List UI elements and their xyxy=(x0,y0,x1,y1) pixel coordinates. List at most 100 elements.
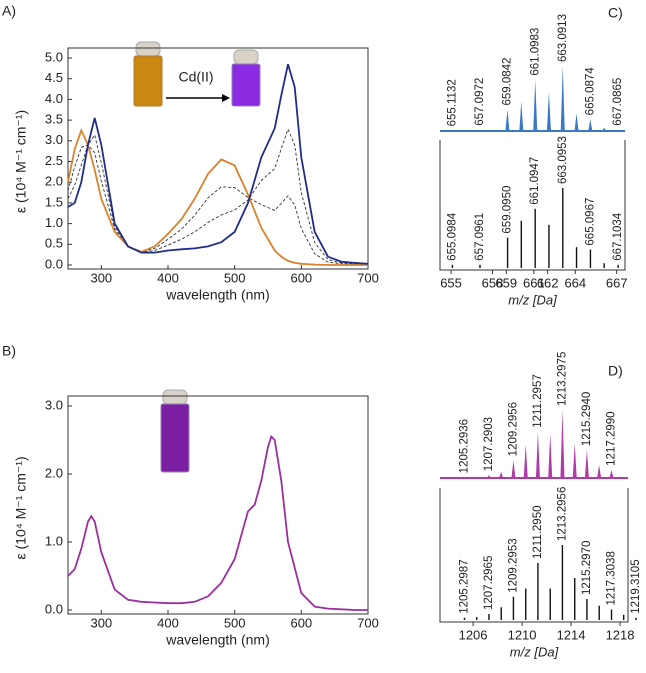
peak xyxy=(450,130,455,131)
panel-label: B) xyxy=(2,343,16,359)
x-axis-label: m/z [Da] xyxy=(510,644,559,659)
peak xyxy=(486,475,491,478)
peak xyxy=(560,410,565,478)
peak-label: 665.0874 xyxy=(584,67,596,116)
line xyxy=(67,63,369,265)
peak xyxy=(574,113,579,131)
y-tick-label: 1.5 xyxy=(45,194,63,209)
arrow xyxy=(166,94,230,102)
y-tick-label: 0.0 xyxy=(45,601,63,616)
peak-label: 1205.2987 xyxy=(459,559,471,613)
panel-label: C) xyxy=(608,5,623,21)
y-axis-label: ε (10⁴ M⁻¹ cm⁻¹) xyxy=(13,110,29,213)
peak-label: 1211.2957 xyxy=(532,374,544,428)
y-tick-label: 2.5 xyxy=(45,153,63,168)
peak-label: 1217.2990 xyxy=(605,411,617,465)
x-tick-label: 400 xyxy=(157,270,179,285)
x-tick-label: 300 xyxy=(90,270,112,285)
axis-frame xyxy=(439,488,629,623)
peak xyxy=(584,450,589,478)
x-tick-label: 400 xyxy=(157,615,179,630)
x-tick-label: 300 xyxy=(90,615,112,630)
line xyxy=(67,434,368,611)
peak xyxy=(474,476,479,478)
y-tick-label: 0.5 xyxy=(45,236,63,251)
x-tick-label: 1218 xyxy=(606,627,635,642)
peak xyxy=(511,460,516,478)
y-axis-label: ε (10⁴ M⁻¹ cm⁻¹) xyxy=(13,456,29,559)
peak-label: 1207.2903 xyxy=(483,417,495,471)
x-axis-label: wavelength (nm) xyxy=(165,287,270,303)
peak xyxy=(615,129,620,131)
peak xyxy=(477,129,482,131)
peak-label: 665.0967 xyxy=(584,198,596,246)
peak-label: 655.1132 xyxy=(447,79,459,126)
peak-label: 1209.2953 xyxy=(507,538,519,592)
y-tick-label: 0.0 xyxy=(45,256,63,271)
y-tick-label: 4.0 xyxy=(45,91,63,106)
y-tick-label: 4.5 xyxy=(45,70,63,85)
y-tick-label: 3.0 xyxy=(45,132,63,147)
x-tick-label: 600 xyxy=(290,615,312,630)
x-tick-label: 500 xyxy=(224,615,246,630)
vial-purple-b xyxy=(160,389,190,473)
peak-label: 1207.2965 xyxy=(483,556,495,610)
vial-purple xyxy=(231,49,261,107)
y-tick-label: 2.0 xyxy=(45,465,63,480)
x-tick-label: 1206 xyxy=(459,627,488,642)
x-tick-label: 655 xyxy=(440,275,462,290)
peak xyxy=(462,477,467,478)
x-tick-label: 500 xyxy=(224,270,246,285)
x-tick-label: 700 xyxy=(357,615,379,630)
y-tick-label: 5.0 xyxy=(45,49,63,64)
panel-label: D) xyxy=(608,363,623,379)
annotation: Cd(II) xyxy=(179,69,214,85)
x-axis-label: wavelength (nm) xyxy=(165,632,270,648)
peak xyxy=(491,130,496,131)
peak-label: 1213.2975 xyxy=(556,352,568,406)
peak-label: 1215.2940 xyxy=(581,392,593,446)
peak xyxy=(548,433,553,478)
peak-label: 663.0913 xyxy=(557,14,569,62)
y-tick-label: 3.5 xyxy=(45,112,63,127)
peak-label: 1209.2956 xyxy=(507,402,519,456)
x-tick-label: 659 xyxy=(495,275,517,290)
axis-frame xyxy=(439,140,626,271)
peak-label: 1217.3038 xyxy=(606,551,618,605)
x-tick-label: 661 xyxy=(523,275,545,290)
x-tick-label: 664 xyxy=(564,275,586,290)
peak-label: 661.0983 xyxy=(529,28,541,76)
peak-label: 667.1034 xyxy=(612,212,624,261)
panel-label: A) xyxy=(2,3,16,19)
plot-frame xyxy=(67,47,369,270)
x-axis-label: m/z [Da] xyxy=(508,292,557,307)
x-tick-label: 600 xyxy=(290,270,312,285)
peak xyxy=(546,92,551,131)
peak-label: 659.0950 xyxy=(502,186,514,234)
y-tick-label: 3.0 xyxy=(45,397,63,412)
peak xyxy=(609,469,614,478)
peak-label: 659.0842 xyxy=(501,58,513,106)
dashed-line xyxy=(67,144,369,266)
peak xyxy=(602,127,607,131)
peak-label: 667.0865 xyxy=(612,78,624,126)
peak-label: 1219.3105 xyxy=(630,559,642,613)
vial-orange xyxy=(133,41,163,107)
plot-frame xyxy=(67,395,369,615)
y-tick-label: 2.0 xyxy=(45,174,63,189)
peak xyxy=(533,79,538,131)
peak xyxy=(499,471,504,478)
x-tick-label: 1214 xyxy=(557,627,586,642)
y-tick-label: 1.0 xyxy=(45,533,63,548)
peak-label: 1215.2970 xyxy=(581,541,593,595)
peak xyxy=(464,130,469,131)
peak-label: 1205.2936 xyxy=(458,419,470,473)
y-tick-label: 1.0 xyxy=(45,215,63,230)
peak xyxy=(505,109,510,131)
line xyxy=(67,128,368,266)
peak xyxy=(572,443,577,478)
peak-label: 655.0984 xyxy=(446,212,458,261)
peak xyxy=(535,431,540,478)
